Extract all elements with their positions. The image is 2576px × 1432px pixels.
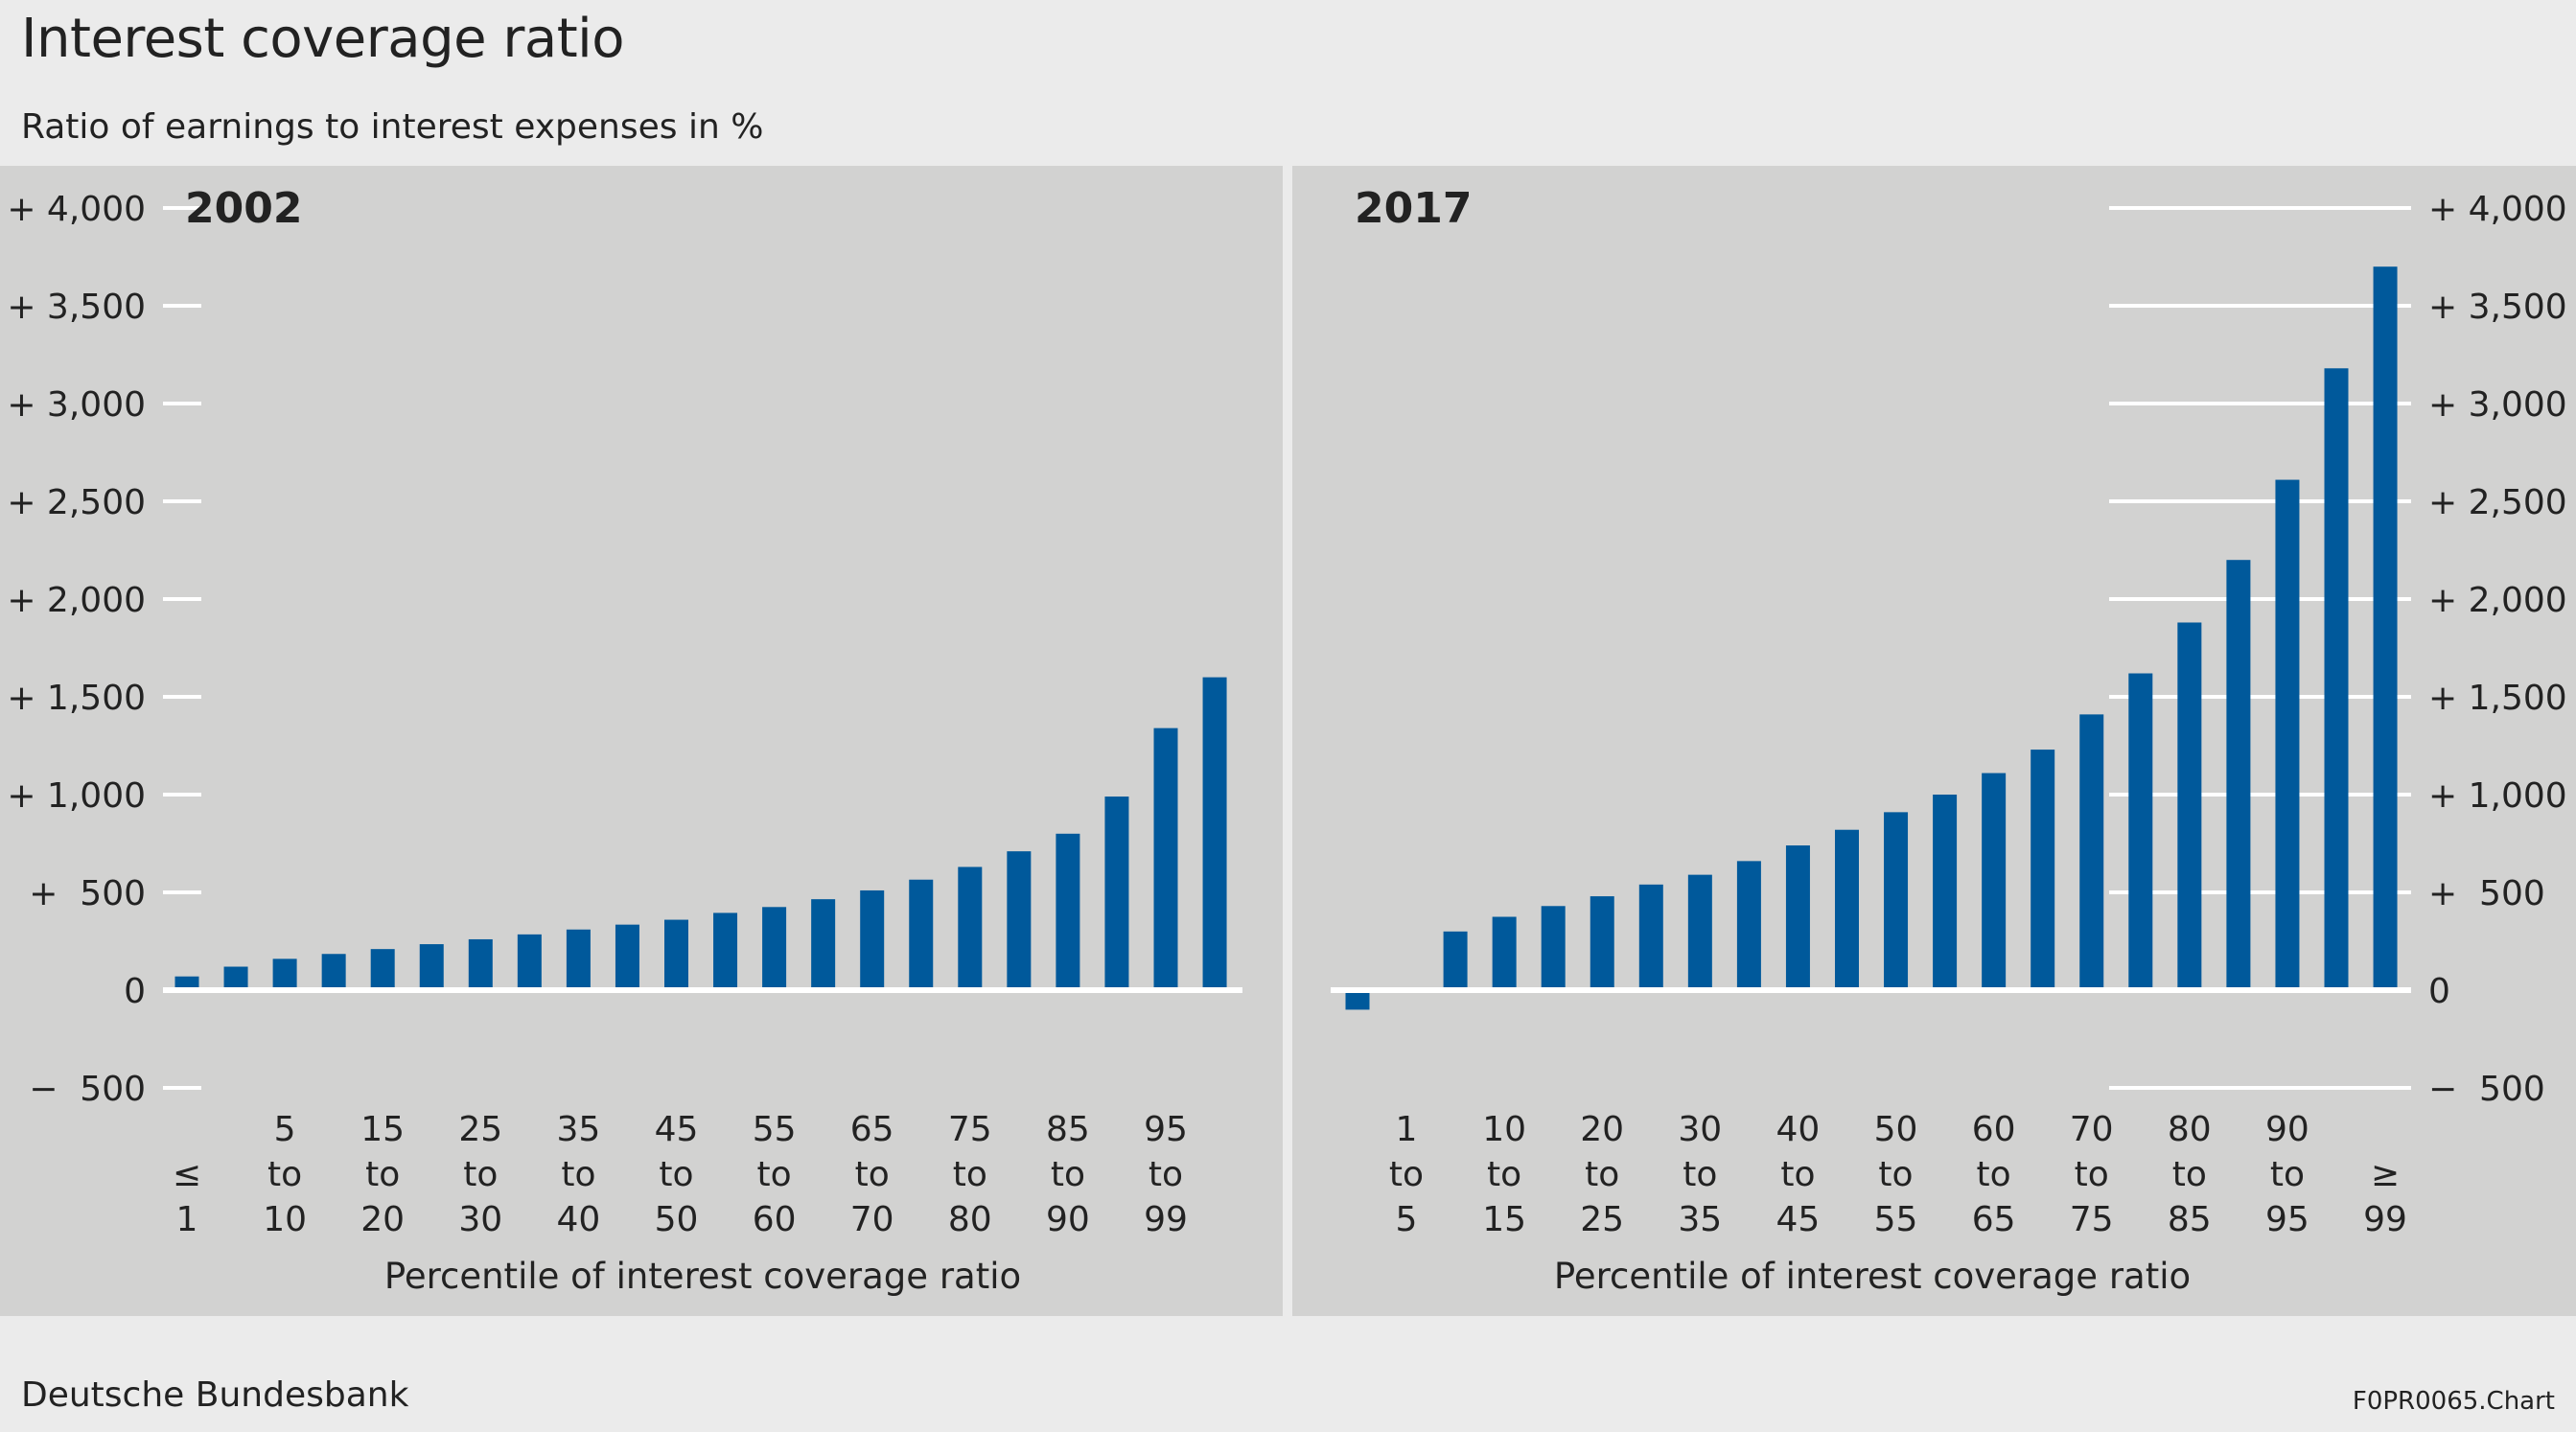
y-tick-label: 0 <box>2428 972 2450 1011</box>
bar <box>1884 812 1909 990</box>
bar <box>2275 479 2300 990</box>
x-tick-label: 35 to 40 <box>556 1110 600 1239</box>
chart-2017: + 4,000 + 3,500 + 3,000 + 2,500 + 2,000 + 1,5… <box>1331 184 2567 1297</box>
x-tick-label: 20 to 25 <box>1580 1110 1624 1239</box>
bar <box>2226 560 2251 990</box>
bar <box>174 976 199 990</box>
x-tick-label: 75 to 80 <box>948 1110 992 1239</box>
x-tick-label: 85 to 90 <box>1046 1110 1090 1239</box>
x-tick-label: 55 to 60 <box>753 1110 797 1239</box>
bar <box>713 912 738 990</box>
x-tick-label: 60 to 65 <box>1972 1110 2016 1239</box>
x-tick-label: 80 to 85 <box>2168 1110 2212 1239</box>
y-tick-label: + 4,000 <box>2428 190 2567 229</box>
y-tick-label: + 1,500 <box>2428 679 2567 718</box>
y-tick-label: + 4,000 <box>7 190 146 229</box>
x-tick-label: 5 to 10 <box>263 1110 307 1239</box>
bar <box>909 879 934 990</box>
bar <box>1345 990 1370 1010</box>
y-tick-label: + 500 <box>2428 874 2545 913</box>
panel-left <box>0 166 1283 1316</box>
panel-title: 2002 <box>185 184 302 233</box>
bar <box>1590 896 1614 990</box>
chart-subtitle: Ratio of earnings to interest expenses i… <box>21 107 764 147</box>
bar <box>1541 906 1566 990</box>
y-tick-label: + 2,000 <box>2428 581 2567 620</box>
y-tick-label: + 2,500 <box>7 483 146 522</box>
bar <box>1202 677 1227 990</box>
bar <box>1007 851 1032 990</box>
bar <box>1443 931 1468 990</box>
bar <box>664 919 688 990</box>
x-tick-label: 50 to 55 <box>1874 1110 1918 1239</box>
bar <box>1104 797 1129 990</box>
bar <box>566 929 591 990</box>
x-axis-label: Percentile of interest coverage ratio <box>384 1256 1021 1297</box>
bar <box>223 966 248 990</box>
bar <box>762 907 787 990</box>
bar <box>2177 622 2202 990</box>
bar <box>468 938 493 990</box>
bar <box>811 899 836 990</box>
y-tick-label: + 500 <box>29 874 146 913</box>
x-tick-label: 45 to 50 <box>655 1110 699 1239</box>
bar <box>860 889 885 990</box>
y-tick-label: + 3,500 <box>7 288 146 327</box>
panel-title: 2017 <box>1355 184 1472 233</box>
x-tick-label: 10 to 15 <box>1482 1110 1526 1239</box>
chart-2002: + 4,000 + 3,500 + 3,000 + 2,500 + 2,000 + 1,5… <box>7 184 1242 1297</box>
x-tick-label: ≤1 <box>173 1155 201 1239</box>
bar <box>517 934 542 990</box>
x-tick-label: 1 to 5 <box>1389 1110 1424 1239</box>
bar <box>419 944 444 990</box>
bar <box>1492 916 1517 990</box>
x-tick-label: ≥99 <box>2363 1155 2407 1239</box>
x-axis-label: Percentile of interest coverage ratio <box>1554 1256 2191 1297</box>
bar <box>2128 673 2153 990</box>
y-tick-label: + 1,000 <box>2428 776 2567 816</box>
bar <box>370 949 395 990</box>
bar <box>2079 714 2104 990</box>
bar <box>1638 884 1663 990</box>
x-tick-label: 70 to 75 <box>2070 1110 2114 1239</box>
bar <box>1736 861 1761 990</box>
bar <box>2373 266 2398 990</box>
y-tick-label: + 2,500 <box>2428 483 2567 522</box>
bar <box>1982 773 2007 990</box>
y-tick-label: − 500 <box>29 1070 146 1109</box>
x-tick-label: 65 to 70 <box>850 1110 894 1239</box>
x-tick-label: 95 to 99 <box>1144 1110 1188 1239</box>
bar <box>1056 833 1080 990</box>
bar <box>1785 845 1810 990</box>
x-tick-label: 90 to 95 <box>2265 1110 2309 1239</box>
y-tick-label: − 500 <box>2428 1070 2545 1109</box>
bar <box>1687 874 1712 990</box>
y-tick-label: 0 <box>124 972 146 1011</box>
bar <box>1933 795 1958 990</box>
y-tick-label: + 1,500 <box>7 679 146 718</box>
y-tick-label: + 3,500 <box>2428 288 2567 327</box>
x-tick-label: 25 to 30 <box>458 1110 502 1239</box>
chart-title: Interest coverage ratio <box>21 8 625 70</box>
bar <box>321 954 346 990</box>
y-tick-label: + 3,000 <box>7 385 146 425</box>
y-tick-label: + 2,000 <box>7 581 146 620</box>
y-tick-label: + 3,000 <box>2428 385 2567 425</box>
y-tick-label: + 1,000 <box>7 776 146 816</box>
bar <box>958 866 983 990</box>
chart-code: F0PR0065.Chart <box>2352 1387 2555 1416</box>
panel-right <box>1292 166 2576 1316</box>
x-tick-label: 40 to 45 <box>1775 1110 1820 1239</box>
bar <box>615 924 639 990</box>
bar <box>2031 750 2055 990</box>
x-tick-label: 15 to 20 <box>360 1110 405 1239</box>
x-tick-label: 30 to 35 <box>1678 1110 1722 1239</box>
bar <box>1153 728 1178 990</box>
bar <box>2324 368 2349 990</box>
bar <box>272 959 297 990</box>
source-label: Deutsche Bundesbank <box>21 1375 409 1415</box>
bar <box>1835 829 1859 990</box>
